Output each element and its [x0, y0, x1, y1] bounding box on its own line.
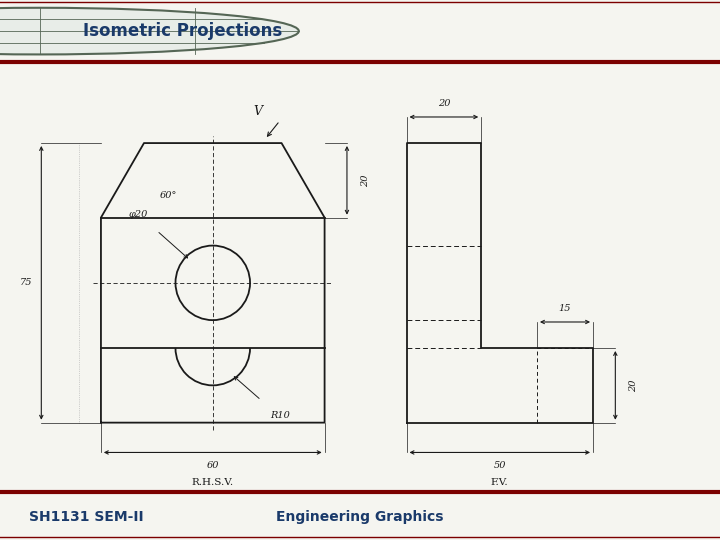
Text: 20: 20: [361, 174, 370, 187]
Text: V: V: [253, 105, 263, 118]
Text: 75: 75: [20, 278, 32, 287]
Text: F.V.: F.V.: [491, 478, 508, 487]
Text: 15: 15: [559, 305, 571, 313]
Text: φ20: φ20: [129, 211, 148, 219]
Text: SH1131 SEM-II: SH1131 SEM-II: [29, 510, 143, 524]
Text: Isometric Projections: Isometric Projections: [83, 22, 282, 40]
Text: R.H.S.V.: R.H.S.V.: [192, 478, 234, 487]
Text: R10: R10: [270, 411, 289, 421]
Text: 20: 20: [438, 99, 450, 109]
Text: 60°: 60°: [159, 191, 176, 200]
Text: 50: 50: [493, 461, 506, 470]
Text: 20: 20: [629, 379, 639, 392]
Text: 60: 60: [207, 461, 219, 470]
Circle shape: [0, 8, 299, 55]
Text: Engineering Graphics: Engineering Graphics: [276, 510, 444, 524]
